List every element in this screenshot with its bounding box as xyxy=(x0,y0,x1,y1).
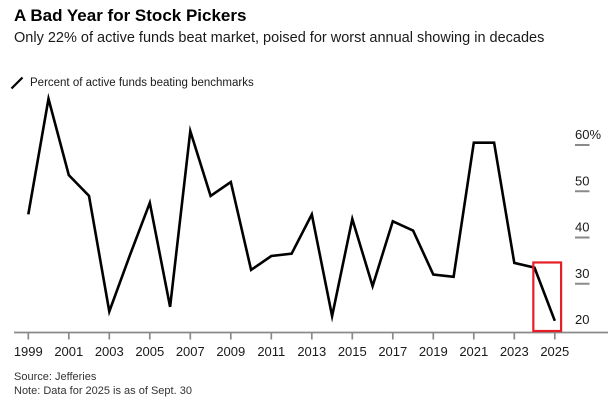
y-tick-label: 40 xyxy=(575,220,589,235)
legend: Percent of active funds beating benchmar… xyxy=(10,76,254,90)
highlight-box xyxy=(532,261,563,333)
x-tick-label: 1999 xyxy=(14,344,43,359)
source-note: Source: Jefferies xyxy=(14,371,97,383)
x-tick-label: 2015 xyxy=(338,344,367,359)
x-tick-label: 2005 xyxy=(135,344,164,359)
x-tick-label: 2009 xyxy=(216,344,245,359)
x-tick-label: 2013 xyxy=(297,344,326,359)
y-tick-label: 50 xyxy=(575,173,589,188)
y-tick-label: 60% xyxy=(575,127,601,142)
chart-svg: 1999 2001 2003 2005 2007 2009 2011 2013 2015 2017… xyxy=(14,92,608,359)
y-tick-label: 20 xyxy=(575,312,589,327)
x-tick-label: 2003 xyxy=(95,344,124,359)
series-line xyxy=(27,92,557,323)
x-tick-label: 2007 xyxy=(176,344,205,359)
x-tick-label: 2023 xyxy=(500,344,529,359)
line-slash-icon xyxy=(10,76,24,90)
x-tick-label: 2019 xyxy=(419,344,448,359)
x-tick-label: 2021 xyxy=(459,344,488,359)
chart-title: A Bad Year for Stock Pickers xyxy=(14,6,247,25)
x-tick-label: 2017 xyxy=(378,344,407,359)
x-tick-label: 2011 xyxy=(257,344,285,359)
chart-footer: Source: Jefferies Note: Data for 2025 is… xyxy=(14,370,192,398)
chart-subtitle: Only 22% of active funds beat market, po… xyxy=(14,30,545,46)
x-tick-label: 2001 xyxy=(54,344,83,359)
y-tick-label: 30 xyxy=(575,266,589,281)
legend-label: Percent of active funds beating benchmar… xyxy=(30,77,254,89)
x-tick-label: 2025 xyxy=(540,344,569,359)
data-note: Note: Data for 2025 is as of Sept. 30 xyxy=(14,385,192,397)
